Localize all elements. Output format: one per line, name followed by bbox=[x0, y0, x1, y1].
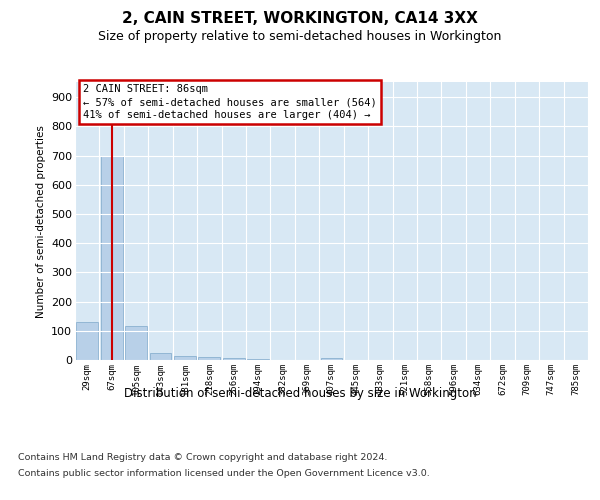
Bar bbox=[174, 356, 196, 360]
Bar bbox=[125, 326, 147, 360]
Bar bbox=[76, 322, 98, 360]
Text: 2, CAIN STREET, WORKINGTON, CA14 3XX: 2, CAIN STREET, WORKINGTON, CA14 3XX bbox=[122, 11, 478, 26]
Bar bbox=[247, 358, 269, 360]
Bar bbox=[101, 156, 122, 360]
Text: Contains public sector information licensed under the Open Government Licence v3: Contains public sector information licen… bbox=[18, 469, 430, 478]
Text: Size of property relative to semi-detached houses in Workington: Size of property relative to semi-detach… bbox=[98, 30, 502, 43]
Bar bbox=[199, 357, 220, 360]
Bar bbox=[320, 358, 343, 360]
Bar bbox=[223, 358, 245, 360]
Y-axis label: Number of semi-detached properties: Number of semi-detached properties bbox=[35, 125, 46, 318]
Text: Distribution of semi-detached houses by size in Workington: Distribution of semi-detached houses by … bbox=[124, 388, 476, 400]
Text: 2 CAIN STREET: 86sqm
← 57% of semi-detached houses are smaller (564)
41% of semi: 2 CAIN STREET: 86sqm ← 57% of semi-detac… bbox=[83, 84, 376, 120]
Text: Contains HM Land Registry data © Crown copyright and database right 2024.: Contains HM Land Registry data © Crown c… bbox=[18, 452, 388, 462]
Bar bbox=[149, 352, 172, 360]
